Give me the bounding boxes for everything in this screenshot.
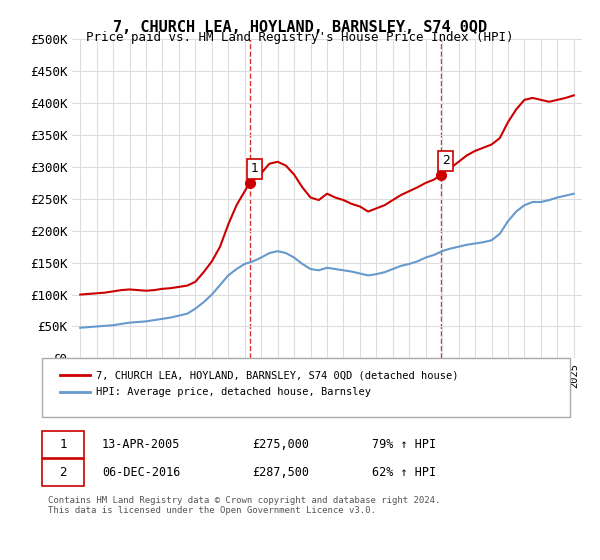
Text: Contains HM Land Registry data © Crown copyright and database right 2024.
This d: Contains HM Land Registry data © Crown c… (48, 496, 440, 515)
Text: 06-DEC-2016: 06-DEC-2016 (102, 465, 181, 479)
Text: 7, CHURCH LEA, HOYLAND, BARNSLEY, S74 0QD: 7, CHURCH LEA, HOYLAND, BARNSLEY, S74 0Q… (113, 20, 487, 35)
Text: 2: 2 (442, 155, 450, 167)
Text: HPI: Average price, detached house, Barnsley: HPI: Average price, detached house, Barn… (96, 387, 371, 397)
Text: 7, CHURCH LEA, HOYLAND, BARNSLEY, S74 0QD (detached house): 7, CHURCH LEA, HOYLAND, BARNSLEY, S74 0Q… (96, 370, 458, 380)
Text: Price paid vs. HM Land Registry's House Price Index (HPI): Price paid vs. HM Land Registry's House … (86, 31, 514, 44)
Text: 1: 1 (59, 437, 67, 451)
Text: 13-APR-2005: 13-APR-2005 (102, 437, 181, 451)
Text: 1: 1 (251, 162, 259, 175)
Text: £287,500: £287,500 (252, 465, 309, 479)
Text: 62% ↑ HPI: 62% ↑ HPI (372, 465, 436, 479)
Text: 2: 2 (59, 465, 67, 479)
Text: 79% ↑ HPI: 79% ↑ HPI (372, 437, 436, 451)
Text: £275,000: £275,000 (252, 437, 309, 451)
